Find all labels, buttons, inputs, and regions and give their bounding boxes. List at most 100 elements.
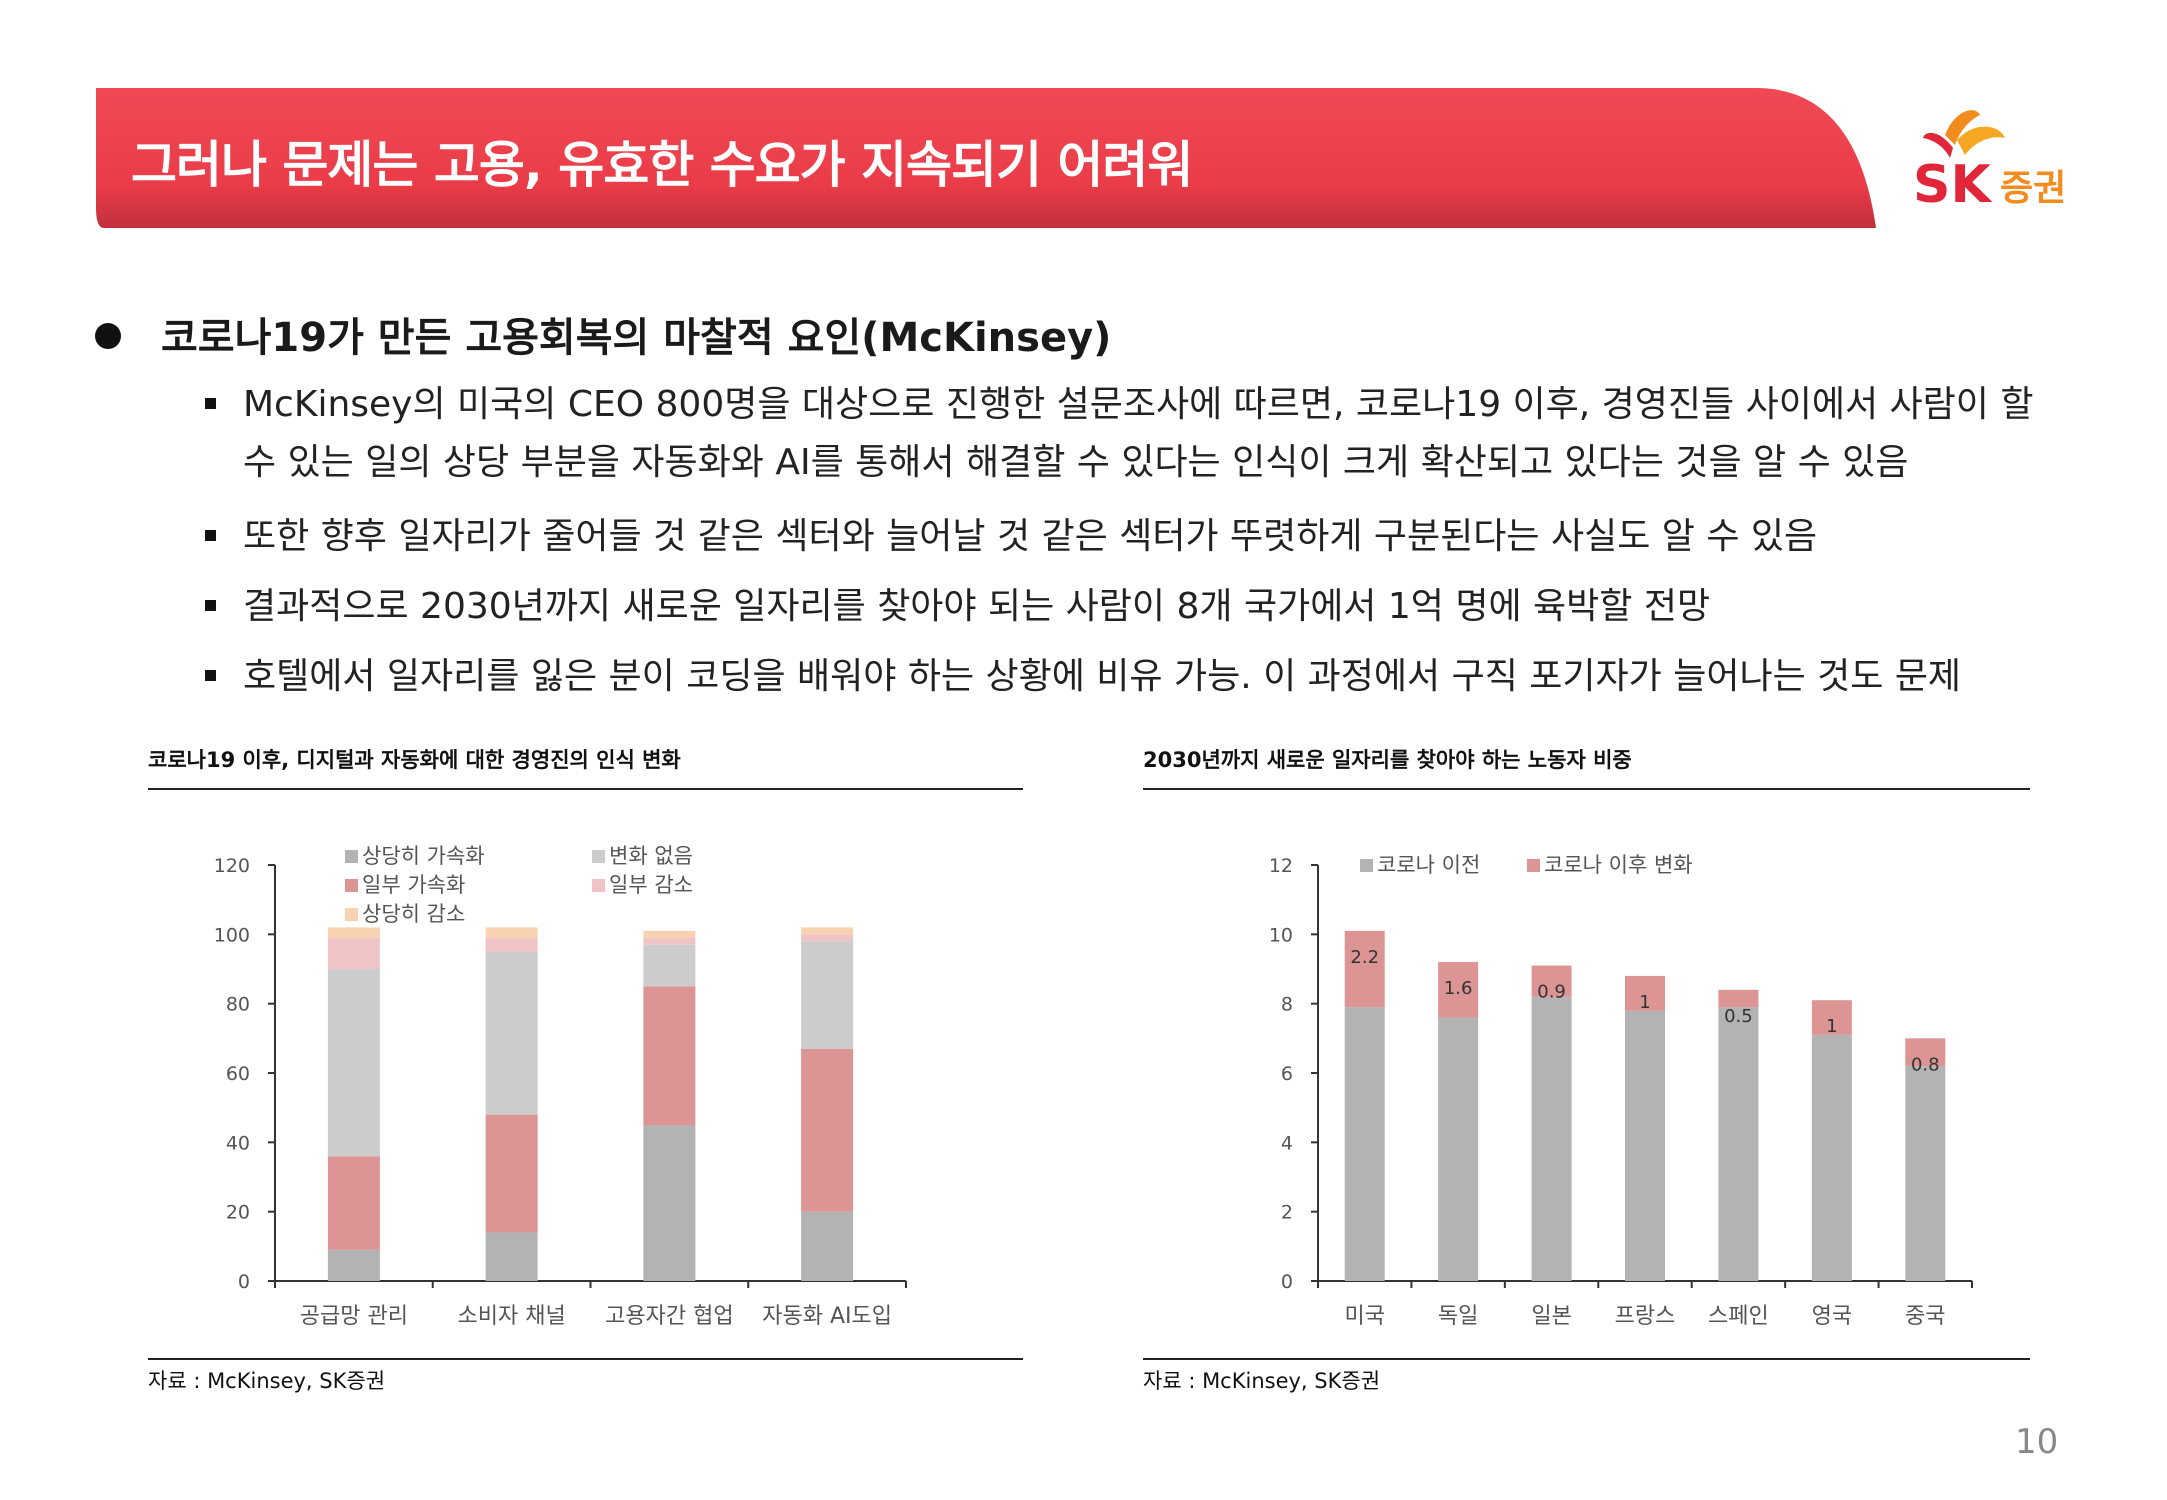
- chart2-top-rule: [1143, 788, 2030, 790]
- square-bullet-icon: [205, 600, 216, 611]
- legend-swatch: [592, 879, 605, 892]
- x-tick-label: 독일: [1438, 1304, 1478, 1329]
- chart2-bottom-rule: [1143, 1358, 2030, 1360]
- bar-1: [1344, 1007, 1385, 1281]
- bar-2: [1718, 989, 1759, 1008]
- bar-1: [643, 1125, 696, 1281]
- bar-3: [327, 969, 380, 1157]
- legend-swatch: [1527, 859, 1540, 872]
- bar-2: [1344, 930, 1385, 1008]
- page-number: 10: [2015, 1422, 2059, 1462]
- chart2-legend: 코로나 이전 코로나 이후 변화: [1360, 853, 1693, 877]
- page-title: 그러나 문제는 고용, 유효한 수요가 지속되기 어려워: [131, 136, 1193, 194]
- bar-5: [643, 930, 696, 938]
- data-label: 1: [1826, 1016, 1837, 1037]
- legend-label: 상당히 가속화: [362, 844, 485, 868]
- bar-5: [327, 927, 380, 938]
- chart2-plot: 0 2 4 6 8 10 12 2.2 미국 1.6 독일 0.9 일본 1 프랑스 0.5 스페인 1 영국 0.8…: [1269, 855, 1973, 1329]
- bar-4: [643, 937, 696, 945]
- bar-3: [485, 951, 538, 1115]
- bullet-text-2: 또한 향후 일자리가 줄어들 것 같은 섹터와 늘어날 것 같은 섹터가 뚜렷하…: [243, 516, 1818, 557]
- bar-1: [1625, 1010, 1665, 1281]
- bar-2: [1625, 975, 1665, 1011]
- data-label: 1.6: [1444, 978, 1473, 999]
- x-tick-label: 프랑스: [1615, 1304, 1676, 1329]
- bar-2: [1905, 1038, 1946, 1067]
- bar-2: [1531, 965, 1572, 997]
- bullet-text-1: McKinsey의 미국의 CEO 800명을 대상으로 진행한 설문조사에 따…: [243, 384, 2034, 483]
- x-tick-label: 미국: [1344, 1304, 1384, 1329]
- chart1-source: 자료 : McKinsey, SK증권: [148, 1369, 386, 1393]
- bar-1: [327, 1249, 380, 1281]
- sk-logo-icon: SK 증권: [1913, 110, 2066, 215]
- y-tick-label: 100: [214, 924, 250, 946]
- x-tick-label: 일본: [1531, 1304, 1571, 1329]
- bullet-text-3: 결과적으로 2030년까지 새로운 일자리를 찾아야 되는 사람이 8개 국가에…: [243, 586, 1711, 627]
- x-tick-label: 고용자간 협업: [605, 1304, 733, 1329]
- bar-4: [801, 934, 854, 942]
- bullet-text-4: 호텔에서 일자리를 잃은 분이 코딩을 배워야 하는 상황에 비유 가능. 이 …: [243, 656, 1962, 697]
- legend-label: 코로나 이후 변화: [1544, 853, 1693, 877]
- brand-sk: SK: [1913, 155, 1992, 215]
- bar-1: [1905, 1066, 1946, 1281]
- bar-5: [485, 927, 538, 938]
- bar-2: [801, 1048, 854, 1212]
- legend-label: 코로나 이전: [1377, 853, 1480, 877]
- x-tick-label: 공급망 관리: [300, 1304, 408, 1329]
- data-label: 1: [1639, 992, 1650, 1013]
- y-tick-label: 12: [1269, 855, 1293, 877]
- bar-1: [1718, 1007, 1759, 1281]
- bar-4: [485, 937, 538, 952]
- legend-swatch: [1360, 859, 1373, 872]
- chart1-bottom-rule: [148, 1358, 1023, 1360]
- data-label: 0.5: [1724, 1006, 1753, 1027]
- bar-1: [1811, 1034, 1852, 1281]
- legend-label: 일부 감소: [609, 873, 693, 897]
- square-bullet-icon: [205, 530, 216, 541]
- bar-2: [327, 1156, 380, 1250]
- chart2-source: 자료 : McKinsey, SK증권: [1143, 1369, 1381, 1393]
- x-tick-label: 자동화 AI도입: [762, 1304, 892, 1329]
- bar-1: [1531, 996, 1572, 1281]
- legend-swatch: [345, 850, 358, 863]
- data-label: 0.8: [1911, 1054, 1940, 1075]
- chart1-top-rule: [148, 788, 1023, 790]
- y-tick-label: 10: [1269, 924, 1293, 946]
- y-tick-label: 40: [226, 1132, 250, 1154]
- data-label: 2.2: [1350, 947, 1379, 968]
- legend-label: 변화 없음: [609, 844, 693, 868]
- section-heading-text: 코로나19가 만든 고용회복의 마찰적 요인(McKinsey): [161, 315, 1112, 361]
- bar-4: [327, 937, 380, 969]
- bullet-point-1: McKinsey의 미국의 CEO 800명을 대상으로 진행한 설문조사에 따…: [205, 376, 2105, 492]
- x-tick-label: 중국: [1905, 1304, 1945, 1329]
- x-tick-label: 영국: [1812, 1304, 1852, 1329]
- x-tick-label: 소비자 채널: [458, 1304, 566, 1329]
- bar-2: [643, 986, 696, 1125]
- bar-5: [801, 927, 854, 935]
- y-tick-label: 6: [1281, 1063, 1293, 1085]
- bar-1: [801, 1211, 854, 1281]
- legend-label: 상당히 감소: [362, 902, 465, 926]
- y-tick-label: 0: [238, 1271, 250, 1293]
- legend-swatch: [345, 879, 358, 892]
- section-heading: 코로나19가 만든 고용회복의 마찰적 요인(McKinsey): [95, 305, 1111, 363]
- y-tick-label: 8: [1281, 994, 1293, 1016]
- legend-label: 일부 가속화: [362, 873, 465, 897]
- bullet-point-4: 호텔에서 일자리를 잃은 분이 코딩을 배워야 하는 상황에 비유 가능. 이 …: [205, 648, 2105, 706]
- y-tick-label: 4: [1281, 1132, 1293, 1154]
- y-tick-label: 0: [1281, 1271, 1293, 1293]
- bullet-point-3: 결과적으로 2030년까지 새로운 일자리를 찾아야 되는 사람이 8개 국가에…: [205, 578, 2105, 636]
- bullet-point-2: 또한 향후 일자리가 줄어들 것 같은 섹터와 늘어날 것 같은 섹터가 뚜렷하…: [205, 508, 2105, 566]
- legend-swatch: [345, 908, 358, 921]
- x-tick-label: 스페인: [1708, 1304, 1769, 1329]
- bar-1: [1438, 1017, 1479, 1281]
- bullet-dot-icon: [95, 323, 121, 349]
- square-bullet-icon: [205, 670, 216, 681]
- bar-2: [1811, 1000, 1852, 1035]
- y-tick-label: 2: [1281, 1202, 1293, 1224]
- square-bullet-icon: [205, 398, 216, 409]
- legend-swatch: [592, 850, 605, 863]
- y-tick-label: 120: [214, 855, 250, 877]
